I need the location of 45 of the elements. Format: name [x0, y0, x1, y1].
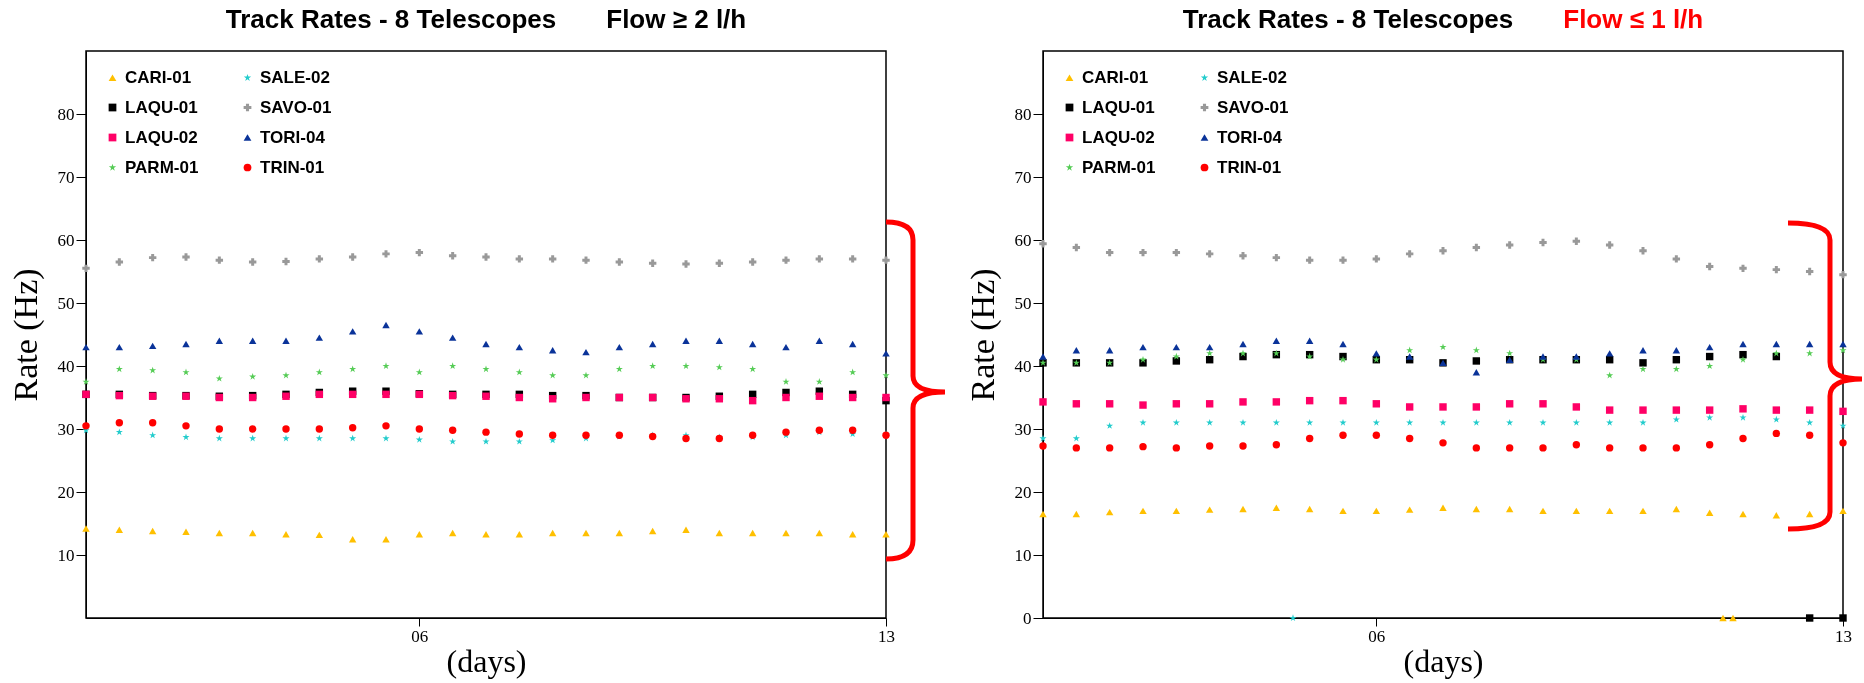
- y-tick-label: 50: [1014, 293, 1032, 313]
- y-tick-label: 50: [57, 293, 75, 313]
- chart-title: Track Rates - 8 Telescopes: [225, 4, 557, 34]
- legend-label: CARI-01: [125, 67, 192, 87]
- y-tick-label: 70: [57, 167, 75, 187]
- legend-label: TRIN-01: [260, 157, 325, 177]
- x-tick-label: 13: [878, 626, 895, 646]
- y-tick-label: 60: [57, 230, 75, 250]
- legend-label: LAQU-02: [1082, 127, 1155, 147]
- y-tick-label: 10: [57, 545, 75, 565]
- y-tick-label: 20: [57, 482, 75, 502]
- chart-subtitle: Flow ≤ 1 l/h: [1563, 4, 1704, 34]
- y-axis-title: Rate (Hz): [6, 268, 45, 402]
- y-tick-label: 0: [1023, 608, 1032, 628]
- legend-label: TORI-04: [1217, 127, 1283, 147]
- y-tick-label: 30: [57, 419, 75, 439]
- legend-label: SAVO-01: [260, 97, 332, 117]
- x-tick-label: 06: [411, 626, 429, 646]
- legend-label: SALE-02: [260, 67, 330, 87]
- legend-label: LAQU-02: [125, 127, 198, 147]
- legend-label: CARI-01: [1082, 67, 1149, 87]
- x-axis-title: (days): [446, 642, 527, 679]
- x-tick-label: 13: [1835, 626, 1852, 646]
- legend-label: LAQU-01: [125, 97, 198, 117]
- y-tick-label: 10: [1014, 545, 1032, 565]
- chart-subtitle: Flow ≥ 2 l/h: [606, 4, 747, 34]
- legend-label: PARM-01: [1082, 157, 1156, 177]
- y-tick-label: 40: [1014, 356, 1032, 376]
- y-tick-label: 40: [57, 356, 75, 376]
- x-axis-title: (days): [1403, 642, 1484, 679]
- x-tick-label: 06: [1368, 626, 1386, 646]
- legend-label: PARM-01: [125, 157, 199, 177]
- y-tick-label: 80: [57, 104, 75, 124]
- legend-label: LAQU-01: [1082, 97, 1155, 117]
- y-tick-label: 60: [1014, 230, 1032, 250]
- legend-label: SALE-02: [1217, 67, 1287, 87]
- chart-title: Track Rates - 8 Telescopes: [1182, 4, 1514, 34]
- legend-label: TORI-04: [260, 127, 326, 147]
- y-axis-title: Rate (Hz): [963, 268, 1002, 402]
- y-tick-label: 30: [1014, 419, 1032, 439]
- legend-label: SAVO-01: [1217, 97, 1289, 117]
- y-tick-label: 20: [1014, 482, 1032, 502]
- y-tick-label: 70: [1014, 167, 1032, 187]
- legend-label: TRIN-01: [1217, 157, 1282, 177]
- y-tick-label: 80: [1014, 104, 1032, 124]
